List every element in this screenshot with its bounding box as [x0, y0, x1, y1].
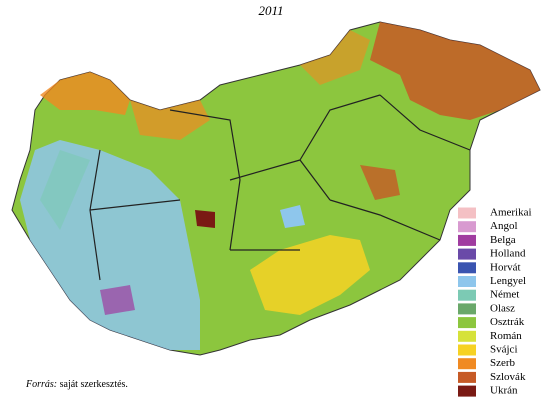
legend-swatch — [458, 262, 476, 274]
legend-swatch — [458, 289, 476, 301]
legend-swatch — [458, 344, 476, 356]
legend-label: Szerb — [490, 357, 516, 369]
legend-swatch — [458, 276, 476, 287]
legend-swatch — [458, 358, 476, 370]
legend-label: Svájci — [490, 344, 518, 356]
legend-label: Lengyel — [490, 275, 526, 287]
legend-label: Angol — [490, 220, 518, 232]
legend-swatch — [458, 248, 476, 260]
legend-label: Belga — [490, 234, 516, 246]
source-text: saját szerkesztés. — [60, 379, 128, 390]
map-title: 2011 — [258, 3, 283, 18]
legend-label: Amerikai — [490, 207, 532, 219]
hungary-map — [11, 21, 541, 356]
legend-label: Horvát — [490, 261, 521, 273]
legend-label: Osztrák — [490, 316, 525, 328]
source-label: Forrás: — [25, 379, 57, 390]
legend-swatch — [458, 207, 476, 219]
legend-swatch — [458, 303, 476, 315]
legend-label: Ukrán — [490, 385, 518, 397]
legend-swatch — [458, 317, 476, 329]
legend-swatch — [458, 234, 476, 246]
legend-swatch — [458, 221, 476, 233]
legend-swatch — [458, 371, 476, 383]
source-note: Forrás: saját szerkesztés. — [25, 379, 128, 390]
legend-label: Olasz — [490, 302, 515, 314]
legend-label: Román — [490, 330, 522, 342]
legend-label: Szlovák — [490, 371, 526, 383]
legend-swatch — [458, 385, 476, 397]
legend-swatch — [458, 330, 476, 342]
legend-label: Holland — [490, 248, 526, 260]
legend-label: Német — [490, 289, 519, 301]
